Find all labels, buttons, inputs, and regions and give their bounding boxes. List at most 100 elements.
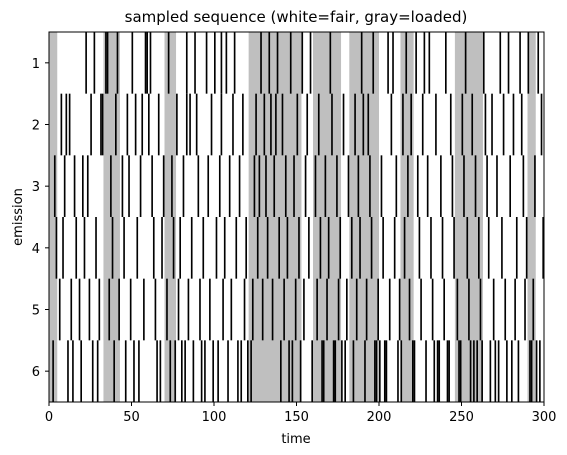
emission-mark-2-25 (296, 93, 299, 156)
emission-mark-1-29 (415, 32, 417, 94)
emission-mark-3-4 (86, 155, 89, 217)
emission-mark-1-36 (507, 32, 510, 94)
y-tick-label-4: 4 (32, 242, 40, 257)
emission-mark-2-37 (435, 93, 437, 156)
emission-mark-4-32 (403, 217, 406, 279)
emission-mark-6-23 (240, 340, 243, 402)
emission-mark-3-16 (228, 155, 231, 217)
emission-mark-6-40 (375, 340, 378, 402)
emission-mark-5-34 (420, 278, 422, 341)
emission-mark-2-5 (101, 93, 104, 156)
emission-mark-6-52 (446, 340, 449, 402)
emission-mark-5-40 (492, 278, 495, 341)
emission-mark-5-15 (222, 278, 224, 341)
emission-mark-6-9 (138, 340, 140, 402)
emission-mark-2-10 (148, 93, 150, 156)
emission-mark-1-21 (301, 32, 304, 94)
emission-mark-6-44 (397, 340, 399, 402)
emission-mark-4-11 (179, 217, 181, 279)
emission-mark-3-7 (128, 155, 130, 217)
x-tick-label-0: 0 (45, 410, 53, 425)
emission-mark-2-46 (540, 93, 543, 156)
emission-mark-4-4 (95, 217, 97, 279)
emission-mark-2-38 (449, 93, 452, 156)
emission-mark-5-26 (337, 278, 340, 341)
emission-mark-6-18 (204, 340, 206, 402)
emission-mark-5-41 (504, 278, 507, 341)
emission-mark-2-8 (134, 93, 137, 156)
emission-mark-1-30 (423, 32, 426, 94)
emission-mark-3-27 (336, 155, 338, 217)
y-axis-label: emission (11, 188, 26, 246)
emission-mark-6-51 (438, 340, 441, 402)
emission-mark-4-38 (478, 217, 480, 279)
emission-mark-5-9 (154, 278, 157, 341)
emission-mark-1-17 (260, 32, 262, 94)
emission-mark-4-37 (466, 217, 469, 279)
emission-mark-3-22 (284, 155, 287, 217)
emission-mark-4-15 (223, 217, 226, 279)
emission-mark-5-12 (187, 278, 190, 341)
emission-mark-3-11 (171, 155, 173, 217)
emission-mark-6-16 (192, 340, 195, 402)
emission-mark-2-28 (331, 93, 333, 156)
emission-mark-4-23 (308, 217, 310, 279)
emission-mark-6-11 (159, 340, 162, 402)
emission-mark-1-31 (428, 32, 431, 94)
emission-mark-4-5 (111, 217, 114, 279)
emission-mark-2-9 (141, 93, 144, 156)
emission-mark-3-34 (416, 155, 419, 217)
emission-mark-5-39 (479, 278, 482, 341)
emission-mark-4-3 (83, 217, 86, 279)
emission-mark-6-38 (364, 340, 366, 402)
emission-mark-4-31 (393, 217, 396, 279)
emission-mark-2-32 (367, 93, 370, 156)
emission-mark-6-46 (412, 340, 414, 402)
emission-mark-5-30 (377, 278, 379, 341)
emission-mark-4-19 (266, 217, 269, 279)
emission-mark-6-30 (311, 340, 313, 402)
emission-mark-5-3 (88, 278, 91, 341)
emission-mark-3-39 (474, 155, 477, 217)
emission-mark-4-40 (501, 217, 503, 279)
emission-mark-4-28 (359, 217, 361, 279)
emission-mark-1-22 (309, 32, 312, 94)
emission-mark-3-31 (380, 155, 383, 217)
emission-mark-4-9 (161, 217, 163, 279)
emission-mark-2-13 (185, 93, 188, 156)
emission-mark-2-45 (520, 93, 523, 156)
emission-mark-6-31 (321, 340, 323, 402)
emission-mark-6-27 (288, 340, 290, 402)
emission-mark-6-48 (425, 340, 427, 402)
emission-mark-4-30 (382, 217, 384, 279)
emission-mark-5-25 (326, 278, 328, 341)
emission-mark-3-25 (314, 155, 317, 217)
emission-mark-6-8 (133, 340, 135, 402)
loaded-interval-8 (527, 32, 536, 402)
loaded-interval-0 (49, 32, 58, 402)
emission-mark-6-6 (113, 340, 115, 402)
emission-mark-5-6 (118, 278, 120, 341)
emission-mark-1-19 (276, 32, 279, 94)
emission-mark-6-57 (473, 340, 475, 402)
emission-mark-3-3 (82, 155, 84, 217)
emission-mark-5-4 (98, 278, 101, 341)
emission-mark-2-7 (126, 93, 129, 156)
emission-mark-6-62 (497, 340, 500, 402)
emission-mark-1-39 (537, 32, 540, 94)
emission-mark-3-28 (347, 155, 350, 217)
emission-mark-4-12 (190, 217, 193, 279)
emission-mark-5-33 (408, 278, 411, 341)
emission-mark-6-2 (72, 340, 74, 402)
emission-mark-5-0 (58, 278, 61, 341)
emission-mark-6-28 (291, 340, 294, 402)
emission-mark-2-27 (317, 93, 320, 156)
emission-mark-5-5 (108, 278, 111, 341)
emission-mark-5-8 (143, 278, 145, 341)
emission-mark-2-26 (306, 93, 309, 156)
emission-mark-4-2 (75, 217, 78, 279)
emission-mark-1-7 (146, 32, 148, 94)
emission-mark-1-9 (167, 32, 170, 94)
emission-mark-2-20 (255, 93, 257, 156)
emission-mark-2-1 (65, 93, 68, 156)
